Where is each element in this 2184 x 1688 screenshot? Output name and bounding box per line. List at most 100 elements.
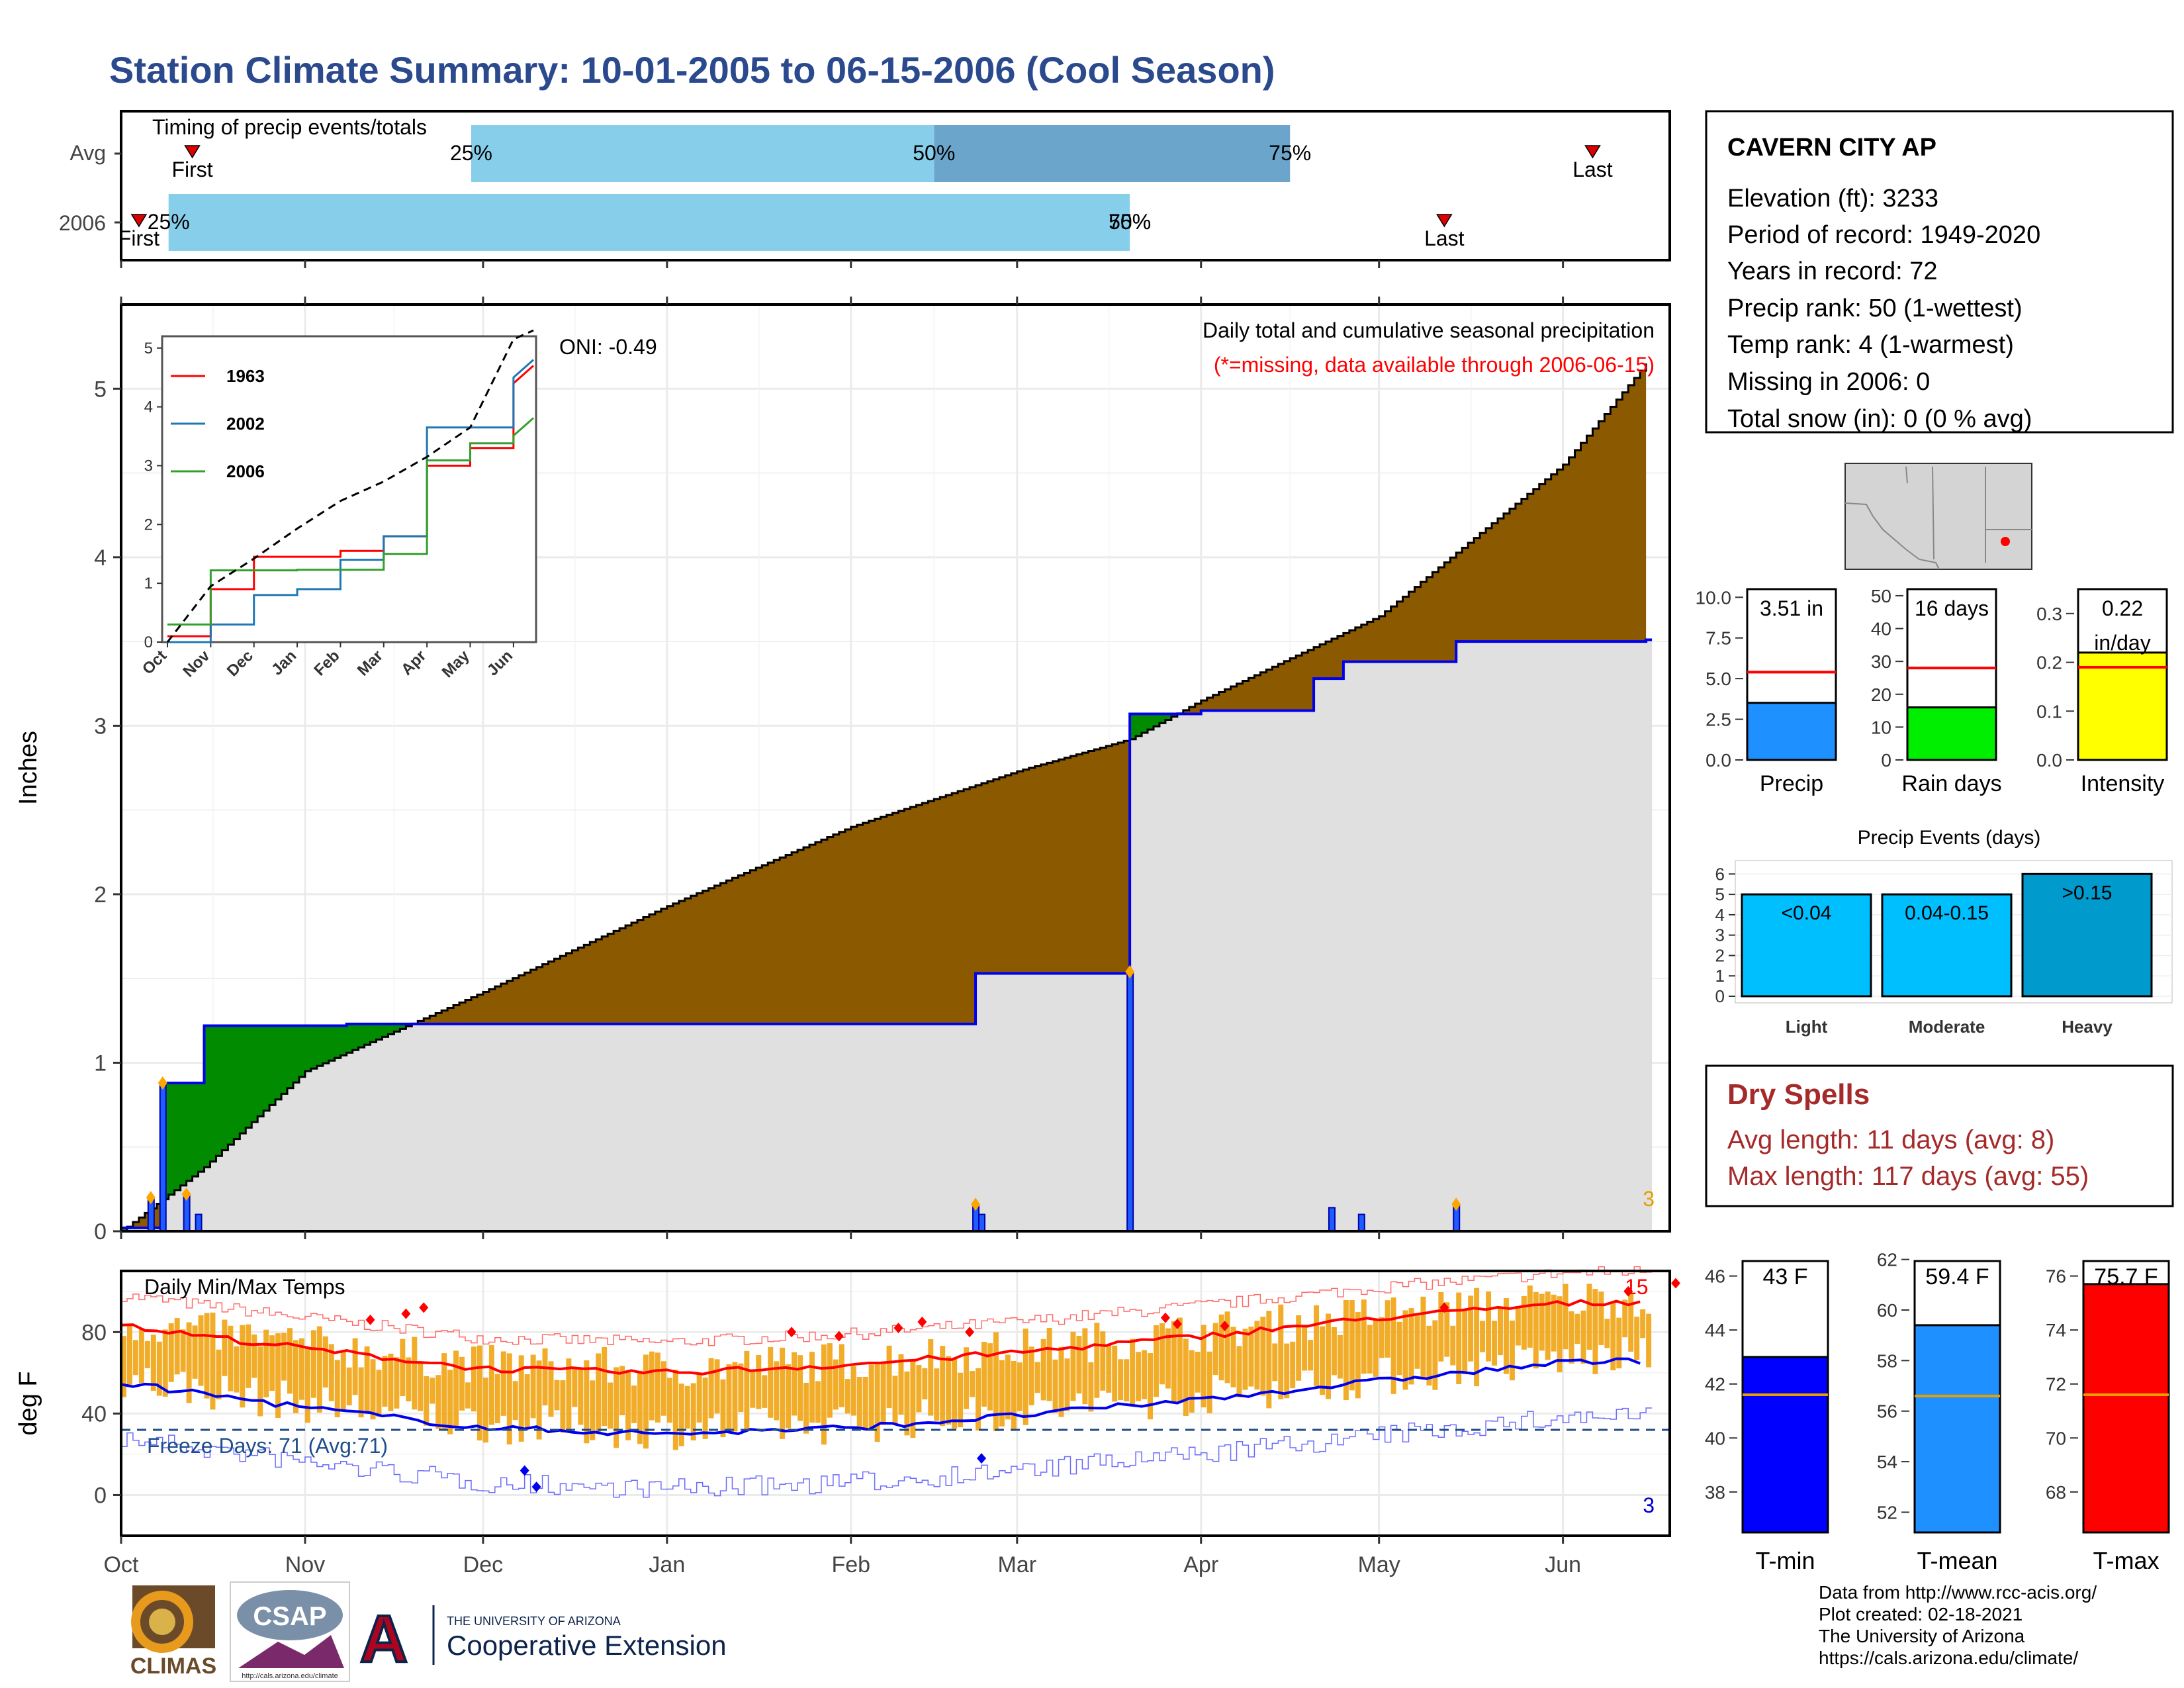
daily-temp-range-bar — [1438, 1291, 1444, 1362]
daily-temp-range-bar — [566, 1358, 572, 1430]
temp-bar-ytick-label: 38 — [1705, 1482, 1725, 1503]
mini-ytick-label: 7.5 — [1706, 628, 1731, 649]
record-high-marker — [1439, 1302, 1449, 1313]
record-high-marker — [1623, 1286, 1633, 1297]
month-tick-label: Feb — [831, 1552, 870, 1577]
daily-temp-range-bar — [560, 1380, 566, 1433]
precip-ytick-label: 5 — [94, 377, 107, 402]
events-ytick-label: 4 — [1715, 905, 1725, 925]
daily-temp-range-bar — [1017, 1362, 1023, 1411]
temp-lo-count: 3 — [1643, 1493, 1655, 1517]
mini-bar-label: Precip — [1760, 771, 1823, 796]
daily-temp-range-bar — [162, 1329, 168, 1397]
daily-temp-range-bar — [1474, 1288, 1480, 1387]
month-tick-label: May — [1358, 1552, 1400, 1577]
daily-temp-range-bar — [412, 1336, 418, 1410]
events-ytick-label: 5 — [1715, 884, 1725, 904]
daily-temp-range-bar — [500, 1351, 506, 1416]
daily-temp-range-bar — [1076, 1336, 1082, 1394]
daily-temp-range-bar — [880, 1362, 886, 1425]
daily-temp-range-bar — [150, 1335, 156, 1391]
daily-temp-range-bar — [228, 1325, 234, 1391]
station-info-box: CAVERN CITY AP Elevation (ft): 3233 Peri… — [1705, 110, 2174, 434]
record-high-marker — [917, 1316, 927, 1327]
daily-temp-range-bar — [506, 1353, 512, 1445]
daily-temp-range-bar — [1450, 1325, 1456, 1366]
daily-temp-range-bar — [471, 1346, 477, 1412]
inset-ytick-label: 3 — [144, 457, 153, 475]
daily-temp-range-bar — [738, 1363, 744, 1413]
mini-ytick-label: 5.0 — [1706, 669, 1731, 689]
daily-temp-range-bar — [1106, 1344, 1112, 1393]
daily-temp-range-bar — [1379, 1317, 1385, 1358]
ua-logo: A THE UNIVERSITY OF ARIZONA Cooperative … — [359, 1601, 727, 1677]
temp-bar-value-t-max — [2082, 1283, 2170, 1534]
footer-line-1: Plot created: 02-18-2021 — [1819, 1604, 2023, 1624]
daily-temp-range-bar — [981, 1342, 987, 1407]
daily-temp-range-bar — [1521, 1295, 1527, 1350]
daily-temp-range-bar — [1290, 1341, 1296, 1389]
temp-bar-value-text: 59.4 F — [1925, 1264, 1989, 1289]
daily-temp-range-bar — [1349, 1300, 1355, 1391]
daily-temp-range-bar — [678, 1383, 684, 1446]
daily-temp-range-bar — [364, 1346, 370, 1414]
daily-temp-range-bar — [1515, 1306, 1521, 1346]
daily-temp-range-bar — [708, 1358, 714, 1419]
daily-temp-range-bar — [524, 1374, 530, 1429]
climas-logo-globe — [149, 1609, 175, 1635]
temp-bar-ytick-label: 74 — [2046, 1320, 2066, 1340]
heavy-event-marker — [181, 1188, 191, 1201]
daily-temp-range-bar — [1498, 1306, 1503, 1356]
daily-temp-range-bar — [1527, 1285, 1533, 1348]
mini-bar-charts: 0.0 2.5 5.0 7.5 10.0 3.51 in Precip 0 10 20 30 40 50… — [1696, 586, 2168, 796]
daily-temp-range-bar — [257, 1346, 263, 1417]
timing-row-avg: Avg — [69, 141, 106, 165]
mini-ytick-label: 0.2 — [2036, 653, 2062, 673]
timing-2006-first-marker — [130, 214, 148, 228]
daily-temp-range-bar — [1130, 1338, 1136, 1407]
precip-base-area — [121, 639, 1653, 1231]
month-tick-label: Apr — [1183, 1552, 1218, 1577]
precip-ytick-label: 4 — [94, 545, 107, 571]
temp-bar-ytick-label: 62 — [1877, 1250, 1897, 1270]
heavy-event-marker — [1125, 965, 1135, 978]
daily-temp-range-bar — [1314, 1305, 1320, 1386]
locator-map — [1844, 463, 2032, 570]
record-high-marker — [1160, 1312, 1170, 1323]
station-info-frame — [1705, 110, 2174, 434]
event-bar-label: Moderate — [1909, 1017, 1985, 1037]
daily-temp-range-bar — [596, 1353, 602, 1434]
daily-temp-range-bar — [1195, 1352, 1201, 1393]
daily-temp-range-bar — [1100, 1331, 1106, 1391]
daily-temp-range-bar — [999, 1360, 1005, 1427]
page-title: Station Climate Summary: 10-01-2005 to 0… — [109, 49, 1275, 91]
daily-temp-range-bar — [1580, 1310, 1586, 1364]
daily-temp-range-bar — [1302, 1325, 1308, 1371]
csap-logo: CSAP http://cals.arizona.edu/climate — [230, 1581, 350, 1682]
daily-temp-range-bar — [1414, 1315, 1420, 1369]
dry-spells-title: Dry Spells — [1727, 1078, 1870, 1111]
daily-temp-range-bar — [833, 1359, 839, 1410]
daily-temp-range-bar — [1159, 1323, 1165, 1385]
timing-row-2006: 2006 — [59, 211, 106, 235]
event-bar-heavy — [2021, 872, 2153, 998]
daily-temp-range-bar — [1343, 1299, 1349, 1401]
mini-ytick-label: 0 — [1881, 750, 1891, 771]
daily-temp-range-bar — [240, 1325, 246, 1408]
daily-temp-range-bar — [964, 1347, 970, 1409]
daily-temp-range-bar — [1486, 1291, 1492, 1362]
daily-temp-range-bar — [1088, 1362, 1094, 1412]
daily-temp-range-bar — [482, 1378, 488, 1443]
event-bar-label: Heavy — [2062, 1017, 2113, 1037]
daily-temp-range-bar — [1592, 1289, 1598, 1374]
daily-temp-range-bar — [720, 1379, 726, 1437]
daily-temp-range-bar — [614, 1367, 619, 1448]
daily-temp-range-bar — [702, 1378, 708, 1439]
timing-avg-last-label: Last — [1572, 158, 1613, 181]
daily-temp-range-bar — [690, 1383, 696, 1440]
mini-ytick-label: 10 — [1871, 717, 1891, 737]
temp-bar-charts: 38 40 42 44 46 43 F T-min 52 54 56 58 60 62 59.4 F T-m… — [1705, 1250, 2170, 1574]
year-cumulative-line — [121, 638, 1653, 1229]
mini-bar-value-text: 0.22 — [2102, 596, 2143, 620]
